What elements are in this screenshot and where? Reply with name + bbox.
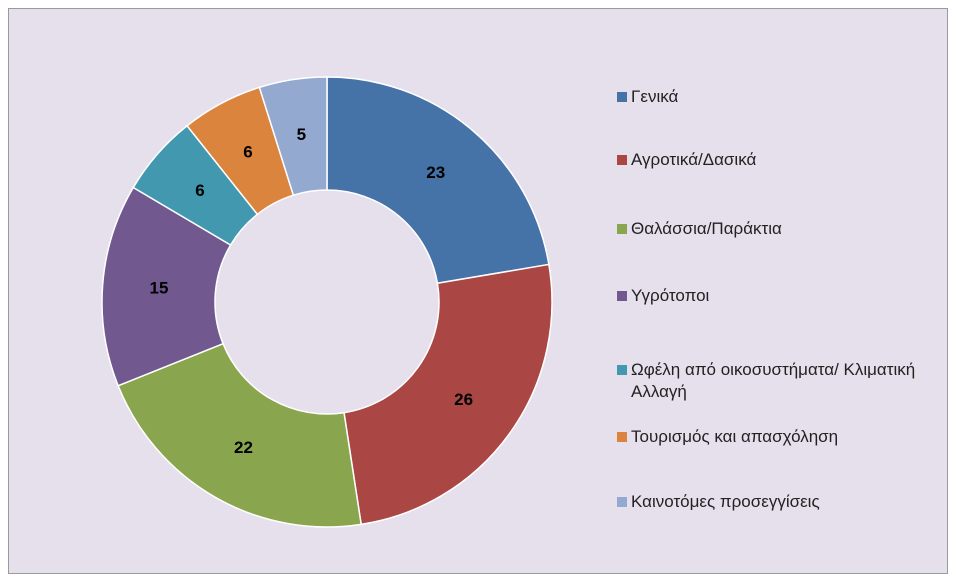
- legend-swatch: [617, 224, 627, 234]
- donut-slice: [326, 76, 550, 285]
- data-label: 22: [234, 438, 253, 457]
- legend-label: Τουρισμός και απασχόληση: [631, 427, 839, 446]
- data-label: 15: [150, 279, 169, 298]
- legend-label: Θαλάσσια/Παράκτια: [631, 219, 782, 238]
- legend-item: Γενικά: [617, 86, 927, 108]
- data-label: 6: [243, 143, 252, 162]
- legend-label: Ωφέλη από οικοσυστήματα/ Κλιματική Αλλαγ…: [631, 360, 916, 401]
- legend-item: Υγρότοποι: [617, 285, 927, 307]
- legend-swatch: [617, 92, 627, 102]
- legend-label: Γενικά: [631, 87, 679, 106]
- legend-swatch: [617, 155, 627, 165]
- legend-item: Ωφέλη από οικοσυστήματα/ Κλιματική Αλλαγ…: [617, 359, 927, 403]
- donut-slice: [258, 76, 328, 197]
- data-label: 5: [297, 125, 306, 144]
- legend-item: Καινοτόμες προσεγγίσεις: [617, 491, 927, 513]
- data-label: 23: [426, 163, 445, 182]
- legend-label: Υγρότοποι: [631, 286, 710, 305]
- legend-swatch: [617, 432, 627, 442]
- donut-slice: [117, 342, 363, 528]
- data-label: 6: [195, 181, 204, 200]
- legend-item: Τουρισμός και απασχόληση: [617, 426, 927, 448]
- legend-item: Αγροτικά/Δασικά: [617, 149, 927, 171]
- data-label: 26: [454, 390, 473, 409]
- legend-swatch: [617, 365, 627, 375]
- legend-item: Θαλάσσια/Παράκτια: [617, 218, 927, 240]
- legend-swatch: [617, 497, 627, 507]
- donut-slice: [343, 263, 553, 526]
- donut-slice: [101, 186, 232, 387]
- legend-label: Καινοτόμες προσεγγίσεις: [631, 492, 820, 511]
- legend-label: Αγροτικά/Δασικά: [631, 150, 757, 169]
- legend-swatch: [617, 291, 627, 301]
